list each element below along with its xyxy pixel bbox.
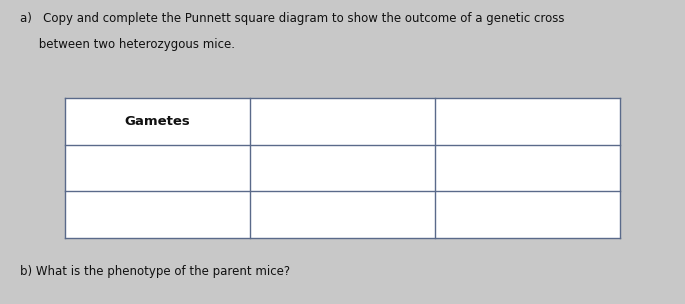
Bar (250, 145, 435, 191)
Bar (435, 98, 620, 145)
Bar (65, 145, 250, 191)
Bar (250, 191, 435, 238)
Bar (435, 145, 620, 191)
Text: a)   Copy and complete the Punnett square diagram to show the outcome of a genet: a) Copy and complete the Punnett square … (20, 12, 564, 25)
Bar (250, 98, 435, 145)
Bar (435, 191, 620, 238)
Bar (65, 98, 250, 145)
Text: b) What is the phenotype of the parent mice?: b) What is the phenotype of the parent m… (20, 265, 290, 278)
Text: between two heterozygous mice.: between two heterozygous mice. (20, 38, 235, 51)
Bar (65, 191, 250, 238)
Text: Gametes: Gametes (125, 115, 190, 128)
